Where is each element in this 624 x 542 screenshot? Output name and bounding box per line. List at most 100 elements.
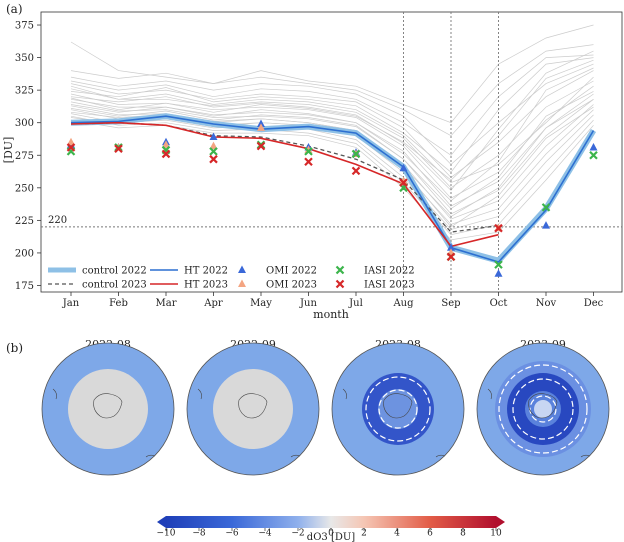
iasi-2023-point-9 — [494, 223, 503, 233]
iasi-2023-point-5 — [304, 157, 313, 167]
iasi-2022-point-6 — [351, 149, 361, 159]
iasi-2022-point-11 — [589, 150, 598, 160]
map-contour-1-2023-09 — [512, 378, 574, 440]
legend-item-control-2023: control 2023 — [48, 280, 147, 291]
legend-label-ht-2022: HT 2022 — [184, 266, 228, 277]
background-line-17 — [70, 59, 594, 181]
colorbar-tick-label--8: −8 — [192, 529, 206, 539]
background-line-16 — [70, 67, 594, 202]
map-coastline-2023-08 — [383, 393, 413, 419]
background-line-2 — [70, 80, 594, 189]
y-tick-label-175: 175 — [15, 281, 34, 292]
omi-2023-point-5 — [304, 145, 313, 154]
map-inner-2022-09 — [213, 369, 293, 449]
legend-swatch-omi-2023 — [238, 279, 246, 287]
x-tick-label-jun: Jun — [299, 298, 317, 309]
colorbar-tick-label-2: 2 — [361, 529, 367, 539]
iasi-2023-point-6 — [351, 166, 361, 176]
y-tick-label-250: 250 — [15, 183, 34, 194]
iasi-2022-point-5-b — [304, 147, 313, 156]
map-continent-edges-2022-08 — [52, 388, 156, 458]
iasi-2023-point-8-b — [446, 252, 456, 262]
legend-swatch-iasi-2022 — [335, 265, 345, 275]
background-line-9 — [70, 115, 594, 236]
iasi-2022-point-3-b — [209, 147, 218, 156]
omi-2023-point-4 — [257, 123, 265, 131]
iasi-2023-point-3-b — [209, 154, 218, 164]
iasi-2023-point-4-b — [256, 141, 266, 151]
legend-item-control-2022: control 2022 — [48, 266, 147, 277]
map-panels: 2022-082022-092023-082023-09 — [41, 338, 610, 476]
plot-frame — [40, 11, 623, 293]
legend: control 2022 control 2023 HT 2022 HT 2023 OM… — [48, 265, 415, 291]
background-line-15 — [70, 76, 594, 184]
series-control-2022 — [70, 113, 597, 264]
series-ht-2023 — [70, 121, 499, 248]
colorbar-min-arrow — [157, 516, 166, 528]
map-continent-edges-2023-08 — [342, 388, 446, 458]
colorbar-tick-label-8: 8 — [460, 529, 466, 539]
omi-2023-point-3 — [209, 141, 218, 150]
iasi-2022-point-9-b — [494, 260, 503, 269]
omi-2022-point-10 — [542, 221, 550, 229]
colorbar-tick-label-4: 4 — [394, 529, 400, 539]
iasi-2023-point-8 — [446, 252, 456, 262]
map-2022-09: 2022-09 — [186, 338, 320, 476]
map-coastline-2022-08 — [93, 393, 123, 419]
iasi-2022-point-6-b — [351, 149, 361, 159]
map-continent-edges-2023-09 — [487, 388, 591, 458]
iasi-2023-point-6-b — [351, 166, 361, 176]
map-2023-09: 2023-09 — [476, 338, 610, 476]
x-tick-label-dec: Dec — [584, 298, 604, 309]
map-2022-08: 2022-08 — [41, 338, 175, 476]
background-line-1 — [70, 70, 594, 178]
colorbar-tick-label-6: 6 — [427, 529, 433, 539]
legend-item-omi-2022: OMI 2022 — [238, 265, 317, 277]
map-anomaly-center-2023-09 — [534, 400, 552, 418]
y-tick-label-275: 275 — [15, 151, 34, 162]
panel-b-label: (b) — [6, 341, 23, 355]
y-tick-label-300: 300 — [15, 118, 34, 129]
colorbar: −10 −8 −6 −4 −2 0 2 4 6 8 10 dO3 [DU] — [157, 516, 505, 542]
map-contour-2-2023-09 — [529, 395, 557, 423]
legend-label-omi-2022: OMI 2022 — [266, 266, 317, 277]
iasi-2023-point-7 — [399, 178, 408, 187]
legend-item-omi-2023: OMI 2023 — [238, 279, 317, 291]
background-line-12 — [70, 57, 594, 173]
colorbar-tick-label--4: −4 — [258, 529, 272, 539]
iasi-2023-point-1-b — [114, 144, 123, 154]
colorbar-label: dO3 [DU] — [307, 532, 355, 542]
map-contour-inner-2023-08 — [378, 389, 418, 429]
legend-label-ht-2023: HT 2023 — [184, 280, 228, 291]
x-tick-label-mar: Mar — [156, 298, 177, 309]
background-line-14 — [70, 24, 594, 124]
omi-2022-point-8 — [447, 243, 455, 251]
colorbar-tick-label--6: −6 — [225, 529, 239, 539]
omi-2023-point-7 — [399, 176, 408, 185]
colorbar-tick-label--2: −2 — [291, 529, 304, 539]
legend-label-iasi-2022: IASI 2022 — [364, 266, 415, 277]
series-ht-2022 — [70, 115, 595, 263]
map-coastline-2022-09 — [238, 393, 268, 419]
x-tick-label-feb: Feb — [109, 298, 128, 309]
iasi-2022-point-3 — [209, 147, 218, 156]
colorbar-max-arrow — [496, 516, 505, 528]
y-tick-label-375: 375 — [15, 21, 34, 32]
legend-swatch-iasi-2022-b — [335, 265, 345, 275]
legend-item-iasi-2022: IASI 2022 — [335, 265, 415, 277]
background-line-0 — [70, 63, 594, 165]
x-tick-label-jan: Jan — [62, 298, 80, 309]
y-axis: 175 200 225 250 275 300 325 350 375 — [15, 21, 41, 292]
series-group — [66, 113, 598, 277]
iasi-2022-point-11-b — [589, 150, 598, 160]
x-tick-label-nov: Nov — [536, 298, 557, 309]
y-tick-label-350: 350 — [15, 53, 34, 64]
background-line-3 — [70, 85, 594, 199]
iasi-2023-point-4 — [256, 141, 266, 151]
background-line-18 — [70, 91, 594, 210]
iasi-2023-point-0 — [66, 143, 76, 152]
background-line-11 — [70, 44, 594, 137]
map-anomaly-core-2023-08 — [378, 389, 418, 429]
omi-2023-point-0 — [67, 137, 75, 146]
